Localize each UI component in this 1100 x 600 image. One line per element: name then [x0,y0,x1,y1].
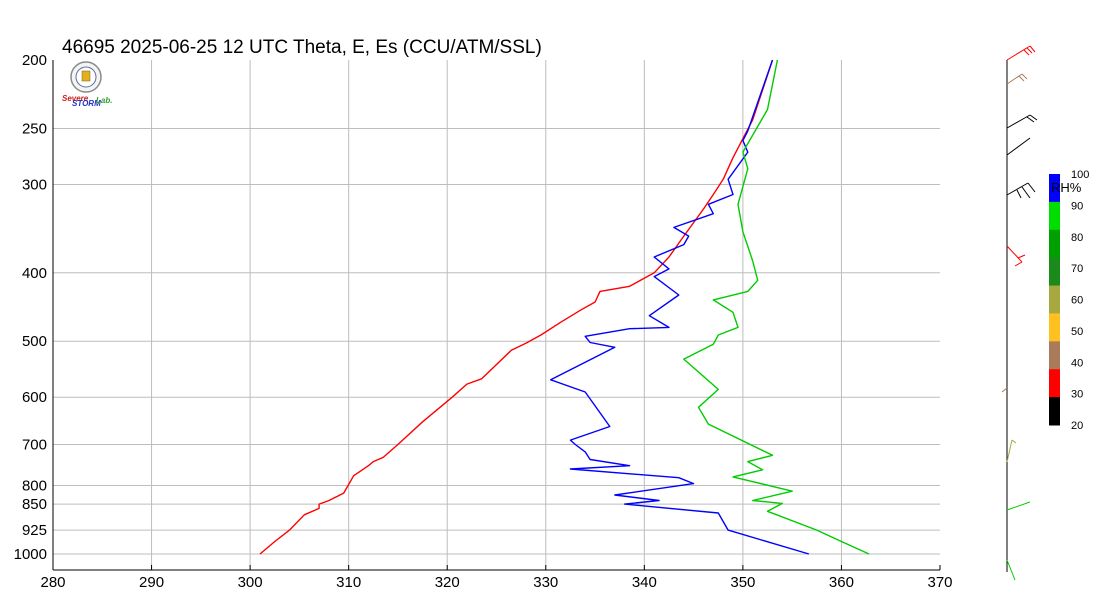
colorbar-tick-label: 60 [1071,295,1083,307]
colorbar-segment [1049,397,1060,426]
wind-barb-icon [1006,73,1023,85]
y-tick-label: 400 [22,265,47,282]
wind-barb-icon [1006,245,1023,263]
wind-barb-flag [1029,45,1036,53]
series-line-3 [683,59,870,555]
y-tick-label: 200 [22,52,47,69]
colorbar-segment [1049,341,1060,370]
colorbar-segment [1049,229,1060,259]
wind-barb-flag [1016,189,1022,199]
axes [52,60,941,571]
series-line-1 [259,59,774,555]
y-tick-label: 925 [22,522,47,539]
colorbar-segment [1049,285,1060,314]
x-tick-label: 370 [927,574,952,591]
wind-barb-icon [1006,45,1031,61]
colorbar-segment [1049,257,1060,287]
wind-barb-flag [1023,49,1030,56]
colorbar-tick-label: 80 [1071,232,1083,244]
y-tick-label: 800 [22,478,47,495]
colorbar-segment [1049,201,1060,231]
grid [53,60,940,570]
wind-barb-icon [1006,182,1029,196]
colorbar-tick-label: 30 [1071,389,1083,401]
x-tick-label: 300 [238,574,263,591]
wind-barb-icon [1006,137,1031,156]
wind-barb-flag [1018,75,1025,82]
wind-barb-flag [1017,254,1026,259]
x-tick-label: 290 [139,574,164,591]
x-tick-label: 350 [730,574,755,591]
wind-barb-icon [1001,387,1008,393]
x-tick-label: 330 [533,574,558,591]
series-lines [259,59,870,555]
wind-barb-flag [1029,114,1038,121]
wind-barb-flag [1014,261,1023,267]
y-tick-label: 500 [22,333,47,350]
wind-barb-panel [1001,45,1038,581]
y-tick-label: 250 [22,120,47,137]
logo-text-storm: STORM [72,99,101,108]
x-tick-label: 280 [40,574,65,591]
wind-barb-flag [1021,73,1028,80]
x-tick-label: 310 [336,574,361,591]
y-tick-label: 850 [22,496,47,513]
colorbar-tick-label: 40 [1071,357,1083,369]
colorbar-tick-label: 100 [1071,169,1089,181]
wind-barb-icon [1006,501,1031,511]
colorbar-segment [1049,313,1060,342]
logo-text-severe: Severe [62,94,89,103]
colorbar-tick-label: 90 [1071,200,1083,212]
y-tick-label: 600 [22,389,47,406]
y-tick-label: 300 [22,176,47,193]
x-tick-labels: 280 290 300 310 320 330 340 350 360 370 [40,574,952,591]
wind-barb-icon [1006,439,1013,463]
logo-text-lab: Lab. [96,96,112,105]
series-line-2 [550,59,810,555]
wind-barb-flag [1026,116,1035,123]
x-tick-label: 360 [829,574,854,591]
chart-title: 46695 2025-06-25 12 UTC Theta, E, Es (CC… [62,37,542,58]
wind-barb-icon [1006,559,1016,581]
wind-barb-flag [1011,439,1017,444]
y-tick-label: 700 [22,437,47,454]
wind-barb-icon [1006,114,1031,129]
colorbar-label: RH% [1051,180,1082,195]
colorbar-segment [1049,369,1060,398]
colorbar-tick-label: 70 [1071,263,1083,275]
x-tick-label: 320 [435,574,460,591]
wind-barb-flag [1027,182,1036,193]
y-tick-label: 1000 [14,546,47,563]
colorbar-segment [1049,174,1060,203]
severe-storm-lab-logo: Severe STORM Lab. [62,61,112,108]
colorbar-tick-label: 50 [1071,326,1083,338]
wind-barb-flag [1021,186,1031,199]
x-tick-label: 340 [632,574,657,591]
wind-barb-flag [1026,47,1033,54]
colorbar-tick-label: 20 [1071,420,1083,432]
